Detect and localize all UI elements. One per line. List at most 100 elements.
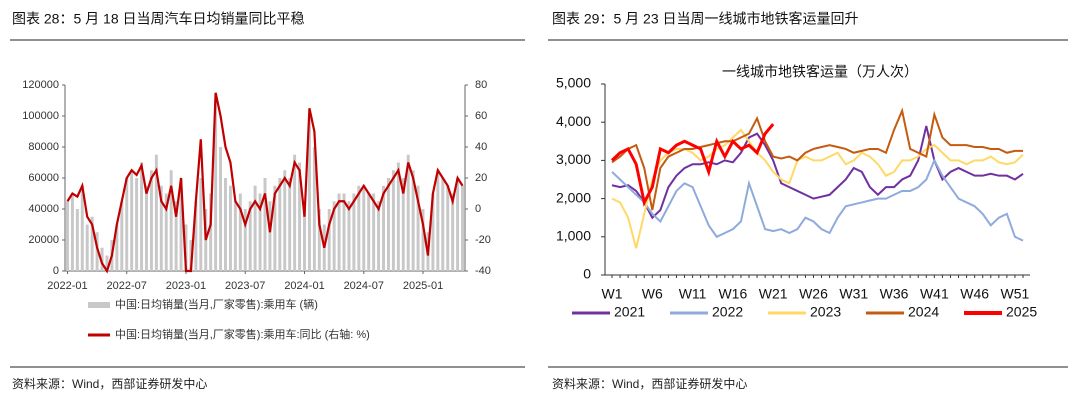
bar xyxy=(115,224,119,271)
bar xyxy=(431,193,435,271)
figure-caption: 图表 28：5 月 18 日当周汽车日均销量同比平稳 xyxy=(12,11,305,27)
y-tick-label: 20000 xyxy=(28,234,59,246)
legend-label: 中国:日均销量(当月,厂家零售):乘用车 (辆) xyxy=(115,297,318,311)
bar xyxy=(307,116,311,271)
bar xyxy=(377,201,381,271)
bar xyxy=(391,170,395,271)
line-series xyxy=(611,128,1024,249)
bar xyxy=(283,170,287,271)
y-tick-label: 80000 xyxy=(28,141,59,153)
legend-label: 2023 xyxy=(810,304,841,320)
x-tick-label: W51 xyxy=(1001,286,1030,302)
bar xyxy=(149,170,153,271)
bar xyxy=(159,185,163,271)
y-tick-label: 0 xyxy=(583,266,591,282)
bar xyxy=(406,154,410,271)
bar xyxy=(337,193,341,271)
bar xyxy=(90,216,94,271)
bar xyxy=(125,178,129,271)
bar xyxy=(100,247,104,271)
x-tick-label: W21 xyxy=(759,286,788,302)
y-tick-label: 1,000 xyxy=(556,228,591,244)
bar xyxy=(441,178,445,271)
x-tick-label: 2023-07 xyxy=(225,280,265,292)
bar xyxy=(85,224,89,271)
bar xyxy=(154,154,158,271)
chart-title: 一线城市地铁客运量（万人次） xyxy=(722,64,918,80)
bar xyxy=(243,209,247,271)
bar xyxy=(303,201,306,271)
y2-tick-label: 0 xyxy=(475,203,481,215)
figure-caption: 图表 29：5 月 23 日当周一线城市地铁客运量回升 xyxy=(552,11,859,27)
x-tick-label: 2024-01 xyxy=(284,280,324,292)
bar xyxy=(105,255,109,271)
bar xyxy=(233,201,237,271)
y-tick-label: 120000 xyxy=(22,79,59,91)
bar xyxy=(140,162,144,271)
line-series xyxy=(66,92,464,274)
bar xyxy=(228,185,232,271)
bar xyxy=(317,209,321,271)
x-tick-label: W11 xyxy=(679,286,707,302)
y-tick-label: 0 xyxy=(53,265,59,277)
x-tick-label: 2022-01 xyxy=(47,280,87,292)
x-tick-label: W1 xyxy=(602,286,623,302)
legend-swatch xyxy=(88,302,110,308)
legend-label: 2021 xyxy=(614,304,645,320)
bar xyxy=(362,185,366,271)
bar xyxy=(214,100,218,271)
y-tick-label: 5,000 xyxy=(556,75,591,91)
bar xyxy=(70,193,74,271)
bar xyxy=(224,178,227,271)
bar xyxy=(199,178,203,271)
line-series xyxy=(611,158,1024,242)
bar xyxy=(416,185,420,271)
legend-label: 2022 xyxy=(712,304,743,320)
bar xyxy=(209,193,213,271)
x-tick-label: 2023-01 xyxy=(166,280,206,292)
bar xyxy=(169,170,173,271)
bar xyxy=(288,178,292,271)
bar xyxy=(75,209,79,271)
bar xyxy=(372,193,376,271)
bar xyxy=(411,170,415,271)
bar xyxy=(446,185,450,271)
bar xyxy=(80,185,84,271)
legend-label: 2024 xyxy=(908,304,939,320)
bar xyxy=(130,170,134,271)
y2-tick-label: -40 xyxy=(475,265,491,277)
bar xyxy=(367,193,371,271)
x-tick-label: W46 xyxy=(960,286,989,302)
bar xyxy=(194,201,198,271)
bar xyxy=(352,193,356,271)
y2-tick-label: 40 xyxy=(475,141,487,153)
bar xyxy=(263,178,267,271)
bar xyxy=(120,201,124,271)
bar xyxy=(357,185,361,271)
bar xyxy=(382,185,385,271)
bar xyxy=(312,147,316,271)
y-tick-label: 40000 xyxy=(28,203,59,215)
x-tick-label: W6 xyxy=(642,286,663,302)
bar xyxy=(293,154,297,271)
bar xyxy=(268,201,272,271)
x-tick-label: W26 xyxy=(799,286,828,302)
bar xyxy=(184,224,188,271)
line-series xyxy=(611,125,1024,220)
bar xyxy=(95,232,99,271)
bar xyxy=(456,178,460,271)
bar xyxy=(401,178,405,271)
y-tick-label: 2,000 xyxy=(556,189,591,205)
bar xyxy=(347,201,351,271)
y-tick-label: 100000 xyxy=(22,110,59,122)
source-note: 资料来源：Wind，西部证券研发中心 xyxy=(552,376,747,391)
bar xyxy=(258,193,262,271)
bar xyxy=(135,178,139,271)
x-tick-label: W36 xyxy=(880,286,909,302)
bar xyxy=(179,178,183,271)
bar xyxy=(451,193,455,271)
x-tick-label: 2022-07 xyxy=(107,280,147,292)
y-tick-label: 3,000 xyxy=(556,151,591,167)
bar xyxy=(248,201,252,271)
